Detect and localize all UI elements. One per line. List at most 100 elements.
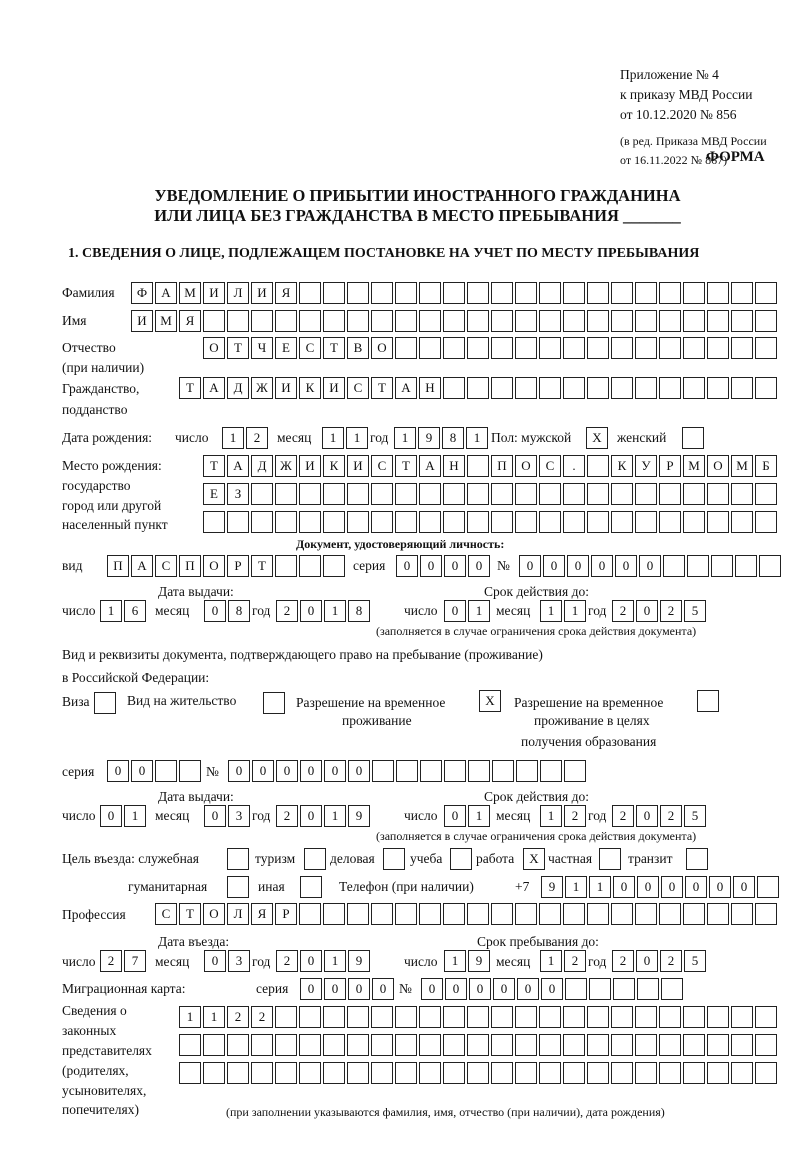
char-box[interactable]	[683, 1006, 705, 1028]
char-box[interactable]: Н	[419, 377, 441, 399]
char-box[interactable]	[687, 555, 709, 577]
char-box[interactable]	[491, 1034, 513, 1056]
char-box[interactable]	[683, 337, 705, 359]
char-box[interactable]: 0	[131, 760, 153, 782]
char-box[interactable]	[683, 310, 705, 332]
char-box[interactable]: 2	[276, 950, 298, 972]
char-box[interactable]	[515, 1062, 537, 1084]
char-box[interactable]	[516, 760, 538, 782]
char-box[interactable]	[251, 1062, 273, 1084]
char-box[interactable]	[467, 282, 489, 304]
char-box[interactable]	[443, 337, 465, 359]
char-box[interactable]	[372, 760, 394, 782]
char-box[interactable]	[707, 310, 729, 332]
char-box[interactable]	[587, 903, 609, 925]
char-box[interactable]	[539, 1062, 561, 1084]
char-box[interactable]: 0	[519, 555, 541, 577]
char-box[interactable]	[347, 511, 369, 533]
char-box[interactable]	[707, 1006, 729, 1028]
char-box[interactable]: 1	[540, 805, 562, 827]
char-box[interactable]: 0	[444, 600, 466, 622]
char-box[interactable]	[707, 282, 729, 304]
char-box[interactable]: 2	[660, 950, 682, 972]
char-box[interactable]	[491, 483, 513, 505]
char-box[interactable]	[735, 555, 757, 577]
char-box[interactable]: 1	[468, 600, 490, 622]
char-box[interactable]: 1	[203, 1006, 225, 1028]
char-box[interactable]: Е	[275, 337, 297, 359]
char-box[interactable]: Т	[227, 337, 249, 359]
char-box[interactable]: А	[203, 377, 225, 399]
char-box[interactable]	[419, 483, 441, 505]
char-box[interactable]: И	[251, 282, 273, 304]
char-box[interactable]: Д	[251, 455, 273, 477]
char-box[interactable]	[395, 1034, 417, 1056]
char-box[interactable]: 0	[228, 760, 250, 782]
char-box[interactable]	[635, 1062, 657, 1084]
char-box[interactable]	[711, 555, 733, 577]
char-box[interactable]	[539, 1034, 561, 1056]
char-box[interactable]	[659, 377, 681, 399]
char-box[interactable]	[491, 511, 513, 533]
char-box[interactable]	[491, 1006, 513, 1028]
char-box[interactable]	[263, 692, 285, 714]
char-box[interactable]	[371, 1034, 393, 1056]
char-box[interactable]: И	[347, 455, 369, 477]
char-box[interactable]	[539, 1006, 561, 1028]
char-box[interactable]	[731, 282, 753, 304]
char-box[interactable]: 0	[444, 555, 466, 577]
char-box[interactable]	[491, 377, 513, 399]
char-box[interactable]	[540, 760, 562, 782]
char-box[interactable]: К	[299, 377, 321, 399]
char-box[interactable]	[227, 511, 249, 533]
char-box[interactable]	[203, 310, 225, 332]
temp-permit-checkbox[interactable]: X	[479, 690, 503, 712]
char-box[interactable]: И	[275, 377, 297, 399]
char-box[interactable]	[443, 1034, 465, 1056]
char-box[interactable]: Н	[443, 455, 465, 477]
char-box[interactable]	[611, 511, 633, 533]
char-box[interactable]: 8	[228, 600, 250, 622]
char-box[interactable]: 0	[567, 555, 589, 577]
char-box[interactable]: 0	[636, 805, 658, 827]
char-box[interactable]: Р	[227, 555, 249, 577]
char-box[interactable]: 2	[276, 600, 298, 622]
char-box[interactable]	[467, 310, 489, 332]
char-box[interactable]	[683, 377, 705, 399]
char-box[interactable]: 0	[685, 876, 707, 898]
char-box[interactable]	[587, 377, 609, 399]
char-box[interactable]	[637, 978, 659, 1000]
char-box[interactable]: 2	[276, 805, 298, 827]
char-box[interactable]	[395, 1062, 417, 1084]
char-box[interactable]	[227, 1062, 249, 1084]
char-box[interactable]: 1	[124, 805, 146, 827]
char-box[interactable]	[203, 511, 225, 533]
char-box[interactable]	[587, 337, 609, 359]
char-box[interactable]	[275, 555, 297, 577]
char-box[interactable]: Е	[203, 483, 225, 505]
char-box[interactable]	[731, 310, 753, 332]
char-box[interactable]	[589, 978, 611, 1000]
char-box[interactable]	[659, 1006, 681, 1028]
char-box[interactable]: 2	[660, 600, 682, 622]
char-box[interactable]: О	[203, 903, 225, 925]
char-box[interactable]: 1	[540, 600, 562, 622]
char-box[interactable]	[565, 978, 587, 1000]
char-box[interactable]: У	[635, 455, 657, 477]
char-box[interactable]: 0	[709, 876, 731, 898]
char-box[interactable]: 0	[300, 805, 322, 827]
char-box[interactable]: А	[419, 455, 441, 477]
char-box[interactable]: Т	[371, 377, 393, 399]
char-box[interactable]: О	[203, 337, 225, 359]
char-box[interactable]: 0	[445, 978, 467, 1000]
char-box[interactable]	[443, 511, 465, 533]
char-box[interactable]	[539, 310, 561, 332]
char-box[interactable]	[227, 310, 249, 332]
char-box[interactable]	[443, 310, 465, 332]
char-box[interactable]	[682, 427, 704, 449]
